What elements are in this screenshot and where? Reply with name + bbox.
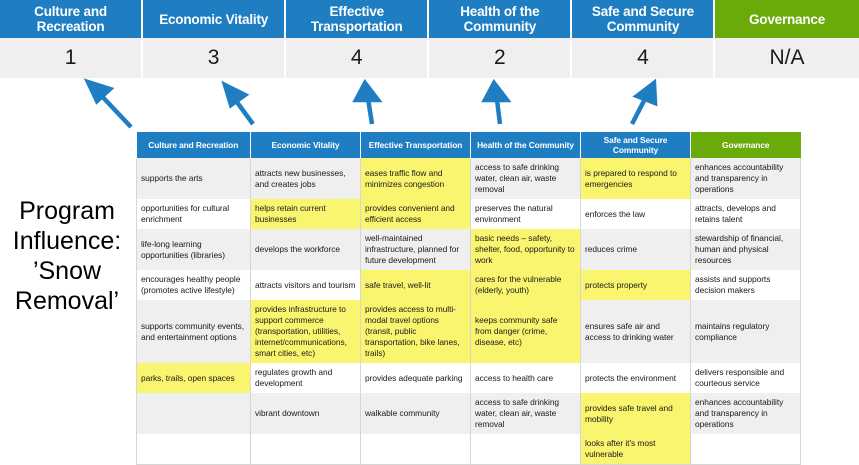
matrix-cell: [250, 434, 361, 465]
matrix-cell: life-long learning opportunities (librar…: [136, 229, 251, 270]
scorecard-value-cell: 4: [286, 38, 430, 78]
matrix-cell: delivers responsible and courteous servi…: [690, 363, 801, 393]
matrix-cell: protects property: [580, 270, 691, 300]
matrix-cell: [136, 434, 251, 465]
matrix-cell: regulates growth and development: [250, 363, 361, 393]
scorecard-value-cell: 1: [0, 38, 144, 78]
matrix-cell: attracts, develops and retains talent: [690, 199, 801, 229]
matrix-cell: walkable community: [360, 393, 471, 434]
scorecard-value-cell: 4: [572, 38, 716, 78]
matrix-cell: access to health care: [470, 363, 581, 393]
matrix-row: vibrant downtown walkable community access…: [136, 393, 801, 434]
matrix-cell: preserves the natural environment: [470, 199, 581, 229]
matrix-cell: vibrant downtown: [250, 393, 361, 434]
matrix-cell: assists and supports decision makers: [690, 270, 801, 300]
matrix-header-cell: Safe and Secure Community: [580, 132, 691, 158]
strategic-priority-matrix: Culture and Recreation Economic Vitality E…: [136, 132, 801, 465]
matrix-cell: encourages healthy people (promotes acti…: [136, 270, 251, 300]
caption-line-3: ’Snow: [32, 257, 102, 285]
matrix-row: supports the arts attracts new businesses…: [136, 158, 801, 199]
matrix-cell: eases traffic flow and minimizes congest…: [360, 158, 471, 199]
matrix-cell: [136, 393, 251, 434]
scorecard-header-row: Culture and Recreation Economic Vitality E…: [0, 0, 859, 38]
matrix-cell: looks after it's most vulnerable: [580, 434, 691, 465]
arrow-culture-recreation: [83, 78, 133, 129]
matrix-cell: maintains regulatory compliance: [690, 300, 801, 363]
matrix-header-cell: Economic Vitality: [250, 132, 361, 158]
matrix-cell: attracts visitors and tourism: [250, 270, 361, 300]
matrix-row: looks after it's most vulnerable: [136, 434, 801, 465]
matrix-cell: parks, trails, open spaces: [136, 363, 251, 393]
matrix-body: supports the arts attracts new businesses…: [136, 158, 801, 465]
scorecard-value-cell: N/A: [769, 46, 805, 69]
matrix-cell: provides convenient and efficient access: [360, 199, 471, 229]
scorecard-header-cell: Culture and Recreation: [0, 0, 144, 38]
arrow-economic-vitality: [221, 80, 255, 126]
arrow-effective-transportation: [352, 78, 383, 125]
scorecard: Culture and Recreation Economic Vitality E…: [0, 0, 859, 79]
matrix-row: supports community events, and entertain…: [136, 300, 801, 363]
matrix-cell: access to safe drinking water, clean air…: [470, 393, 581, 434]
matrix-cell: provides safe travel and mobility: [580, 393, 691, 434]
matrix-cell: attracts new businesses, and creates job…: [250, 158, 361, 199]
matrix-cell: enhances accountability and transparency…: [690, 158, 801, 199]
matrix-cell: well-maintained infrastructure, planned …: [360, 229, 471, 270]
matrix-cell: helps retain current businesses: [250, 199, 361, 229]
matrix-cell: supports the arts: [136, 158, 251, 199]
scorecard-header-cell: Safe and Secure Community: [572, 0, 716, 38]
matrix-cell: cares for the vulnerable (elderly, youth…: [470, 270, 581, 300]
caption-line-1: Program: [19, 197, 115, 225]
matrix-row: parks, trails, open spaces regulates grow…: [136, 363, 801, 393]
scorecard-value-row: 1 3 4 2 4 N/A: [0, 38, 859, 79]
arrow-health-of-community: [481, 78, 512, 125]
program-influence-caption: Program Influence: ’Snow Removal’: [2, 196, 132, 316]
matrix-cell: stewardship of financial, human and phys…: [690, 229, 801, 270]
matrix-cell: develops the workforce: [250, 229, 361, 270]
scorecard-header-cell: Health of the Community: [429, 0, 573, 38]
matrix-cell: supports community events, and entertain…: [136, 300, 251, 363]
matrix-row: encourages healthy people (promotes acti…: [136, 270, 801, 300]
matrix-cell: provides access to multi-modal travel op…: [360, 300, 471, 363]
matrix-header-row: Culture and Recreation Economic Vitality E…: [136, 132, 801, 158]
matrix-cell: ensures safe air and access to drinking …: [580, 300, 691, 363]
matrix-header-cell: Governance: [690, 132, 801, 158]
matrix-cell: safe travel, well-lit: [360, 270, 471, 300]
matrix-cell: enhances accountability and transparency…: [690, 393, 801, 434]
scorecard-header-cell: Effective Transportation: [286, 0, 430, 38]
scorecard-value-cell: 3: [143, 38, 287, 78]
scorecard-header-cell: Governance: [715, 0, 859, 38]
matrix-header-cell: Culture and Recreation: [136, 132, 251, 158]
scorecard-value-cell: 2: [429, 38, 573, 78]
matrix-row: life-long learning opportunities (librar…: [136, 229, 801, 270]
scorecard-header-cell: Economic Vitality: [143, 0, 287, 38]
matrix-row: opportunities for cultural enrichment hel…: [136, 199, 801, 229]
matrix-cell: keeps community safe from danger (crime,…: [470, 300, 581, 363]
matrix-cell: opportunities for cultural enrichment: [136, 199, 251, 229]
matrix-cell: provides infrastructure to support comme…: [250, 300, 361, 363]
matrix-cell: enforces the law: [580, 199, 691, 229]
matrix-header-cell: Effective Transportation: [360, 132, 471, 158]
matrix-header-cell: Health of the Community: [470, 132, 581, 158]
matrix-cell: reduces crime: [580, 229, 691, 270]
caption-line-2: Influence:: [12, 227, 122, 255]
matrix-cell: protects the environment: [580, 363, 691, 393]
matrix-cell: [470, 434, 581, 465]
matrix-cell: [360, 434, 471, 465]
matrix-cell: access to safe drinking water, clean air…: [470, 158, 581, 199]
arrow-group: [83, 78, 658, 129]
matrix-cell: is prepared to respond to emergencies: [580, 158, 691, 199]
matrix-cell: [690, 434, 801, 465]
matrix-cell: basic needs – safety, shelter, food, opp…: [470, 229, 581, 270]
caption-line-4: Removal’: [14, 287, 120, 315]
matrix-cell: provides adequate parking: [360, 363, 471, 393]
arrow-safe-secure-community: [630, 78, 658, 126]
